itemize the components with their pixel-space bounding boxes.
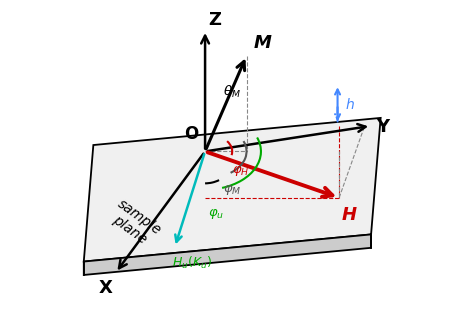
Text: $\varphi_H$: $\varphi_H$ xyxy=(232,164,250,178)
Text: $h$: $h$ xyxy=(345,97,355,112)
Text: $\varphi_u$: $\varphi_u$ xyxy=(208,207,225,221)
Text: X: X xyxy=(99,279,112,297)
Text: Z: Z xyxy=(208,11,221,29)
Text: sample
plane: sample plane xyxy=(106,196,164,250)
Text: $H_u(K_u)$: $H_u(K_u)$ xyxy=(172,255,211,271)
Polygon shape xyxy=(84,234,371,275)
Text: Y: Y xyxy=(376,118,389,137)
Text: $\boldsymbol{H}$: $\boldsymbol{H}$ xyxy=(341,206,357,224)
Text: $\boldsymbol{M}$: $\boldsymbol{M}$ xyxy=(253,34,273,52)
Polygon shape xyxy=(84,118,381,261)
Text: O: O xyxy=(184,126,199,143)
Text: $\theta_M$: $\theta_M$ xyxy=(223,84,240,100)
Text: $\varphi_M$: $\varphi_M$ xyxy=(223,183,241,197)
